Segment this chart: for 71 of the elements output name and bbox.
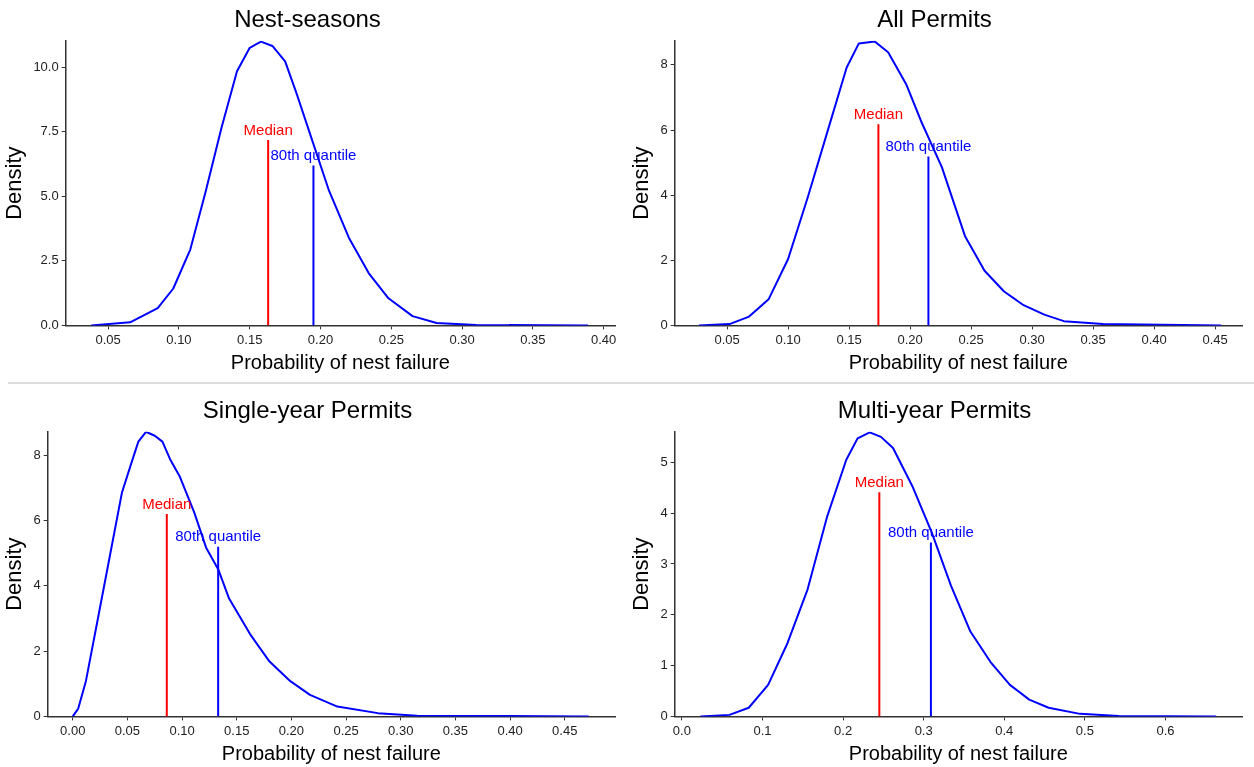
x-tick-label: 0.2 xyxy=(834,722,853,738)
y-tick-label: 8 xyxy=(660,56,668,72)
y-tick-label: 7.5 xyxy=(40,123,59,139)
x-axis-title: Probability of nest failure xyxy=(221,741,441,764)
chart-title: Nest-seasons xyxy=(234,5,381,33)
x-tick-label: 0.40 xyxy=(591,331,617,347)
x-tick-label: 0.30 xyxy=(449,331,475,347)
chart-title: All Permits xyxy=(877,5,992,33)
x-tick-label: 0.15 xyxy=(237,331,263,347)
y-axis-title: Density xyxy=(1,537,27,611)
x-tick-label: 0.40 xyxy=(497,722,523,738)
x-tick-label: 0.20 xyxy=(307,331,334,347)
y-tick-label: 8 xyxy=(33,446,41,462)
x-axis-title: Probability of nest failure xyxy=(848,741,1068,764)
annotation: Median xyxy=(142,494,192,512)
x-tick-label: 0.05 xyxy=(114,722,141,738)
x-tick-label: 0.15 xyxy=(224,722,250,738)
x-tick-label: 0.05 xyxy=(714,331,740,347)
y-tick-label: 6 xyxy=(660,121,668,137)
y-tick-label: 5 xyxy=(660,453,668,469)
y-tick-label: 0 xyxy=(660,707,668,723)
x-tick-label: 0.1 xyxy=(753,722,772,738)
y-tick-label: 4 xyxy=(660,504,668,520)
x-tick-label: 0.25 xyxy=(958,331,984,347)
y-tick-label: 0.0 xyxy=(40,316,59,332)
y-tick-label: 3 xyxy=(660,555,668,571)
x-tick-label: 0.0 xyxy=(672,722,691,738)
x-tick-label: 0.4 xyxy=(995,722,1014,738)
y-tick-label: 2 xyxy=(33,642,41,658)
y-tick-label: 2.5 xyxy=(40,252,59,268)
x-tick-label: 0.20 xyxy=(897,331,923,347)
x-tick-label: 0.45 xyxy=(552,722,578,738)
y-tick-label: 5.0 xyxy=(40,187,59,203)
x-tick-label: 0.25 xyxy=(378,331,404,347)
y-tick-label: 2 xyxy=(660,251,668,267)
chart-title: Multi-year Permits xyxy=(837,396,1032,424)
x-tick-label: 0.30 xyxy=(388,722,414,738)
x-tick-label: 0.5 xyxy=(1075,722,1094,738)
y-axis-title: Density xyxy=(1,146,27,220)
y-tick-label: 6 xyxy=(33,512,41,528)
x-tick-label: 0.10 xyxy=(775,331,801,347)
y-tick-label: 10.0 xyxy=(33,58,59,74)
x-tick-label: 0.35 xyxy=(1080,331,1106,347)
x-tick-label: 0.30 xyxy=(1019,331,1045,347)
y-tick-label: 4 xyxy=(660,186,668,202)
y-tick-label: 0 xyxy=(33,707,41,723)
y-tick-label: 4 xyxy=(33,577,41,593)
x-tick-label: 0.25 xyxy=(333,722,359,738)
x-tick-label: 0.15 xyxy=(836,331,862,347)
annotation: Median xyxy=(853,104,903,122)
x-tick-label: 0.35 xyxy=(520,331,546,347)
annotation: Median xyxy=(243,120,293,138)
x-tick-label: 0.00 xyxy=(60,722,86,738)
x-tick-label: 0.45 xyxy=(1202,331,1228,347)
x-tick-label: 0.6 xyxy=(1156,722,1175,738)
x-tick-label: 0.20 xyxy=(278,722,305,738)
x-axis-title: Probability of nest failure xyxy=(230,350,450,373)
x-axis-title: Probability of nest failure xyxy=(848,350,1068,373)
y-tick-label: 0 xyxy=(660,316,668,332)
annotation: Median xyxy=(854,472,904,490)
y-axis-title: Density xyxy=(628,146,654,220)
x-tick-label: 0.35 xyxy=(442,722,469,738)
x-tick-label: 0.10 xyxy=(169,722,195,738)
chart-title: Single-year Permits xyxy=(202,396,413,424)
x-tick-label: 0.40 xyxy=(1141,331,1167,347)
y-tick-label: 2 xyxy=(660,606,668,622)
x-tick-label: 0.10 xyxy=(166,331,192,347)
x-tick-label: 0.3 xyxy=(914,722,933,738)
y-tick-label: 1 xyxy=(660,657,668,673)
x-tick-label: 0.05 xyxy=(95,331,121,347)
y-axis-title: Density xyxy=(628,537,654,611)
